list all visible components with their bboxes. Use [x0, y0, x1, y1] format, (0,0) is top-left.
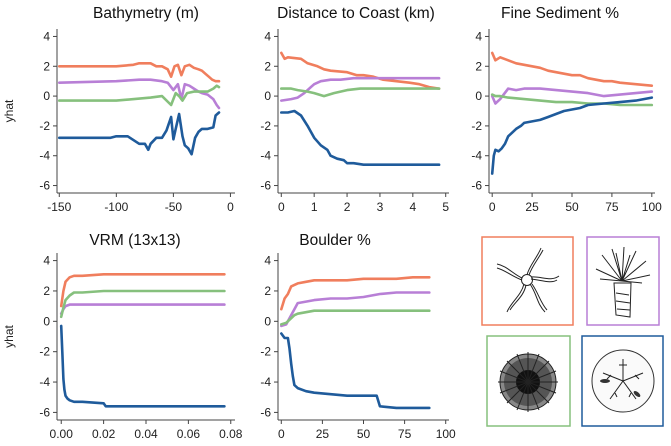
y-tick-label: 4	[475, 29, 482, 43]
panel-1: Bathymetry (m) yhat 4 2 0 -2 -4 -6 -150 -100 -50 0	[2, 5, 235, 214]
panel-5: Boulder % 4 2 0 -2 -4 -6 0 25 50 75 100	[260, 232, 456, 441]
y-tick-label: -2	[39, 119, 50, 133]
x-tick-label: 2	[344, 200, 351, 214]
panel-title: Bathymetry (m)	[93, 5, 199, 22]
y-tick-label: 2	[43, 59, 50, 73]
panel-3: Fine Sediment % 4 2 0 -2 -4 -6 0 25 50 75 100	[471, 5, 662, 214]
x-tick-label: 25	[316, 427, 330, 441]
y-tick-label: -2	[260, 345, 271, 359]
x-tick-label: 0.06	[177, 427, 201, 441]
y-tick-label: 4	[264, 254, 271, 268]
panel-title: Distance to Coast (km)	[277, 5, 435, 22]
x-tick-label: 0	[278, 427, 285, 441]
sea-urchin-icon	[498, 352, 558, 412]
series-line-sea-urchin	[279, 87, 441, 98]
y-tick-label: 2	[43, 284, 50, 298]
y-tick-label: -2	[471, 119, 482, 133]
x-tick-label: 100	[436, 427, 456, 441]
y-tick-label: 2	[475, 59, 482, 73]
panel-title: VRM (13x13)	[89, 232, 180, 249]
y-tick-label: 0	[475, 89, 482, 103]
x-tick-label: 75	[398, 427, 412, 441]
panel-title: Fine Sediment %	[501, 5, 619, 22]
x-tick-label: 0	[278, 200, 285, 214]
x-tick-label: 0.00	[50, 427, 74, 441]
series-line-brittle-star	[57, 61, 221, 83]
series-line-sea-anemone	[279, 291, 431, 328]
y-tick-label: 0	[43, 89, 50, 103]
y-tick-label: -4	[260, 375, 271, 389]
y-tick-label: 0	[43, 314, 50, 328]
x-tick-label: 4	[409, 200, 416, 214]
y-tick-label: 2	[264, 284, 271, 298]
y-tick-label: 4	[264, 29, 271, 43]
y-tick-label: 4	[43, 29, 50, 43]
y-tick-label: 0	[264, 314, 271, 328]
series-line-sand-dollar	[490, 96, 654, 175]
series-line-brittle-star	[279, 51, 441, 90]
series-line-brittle-star	[59, 272, 226, 308]
series-line-sea-anemone	[279, 76, 441, 102]
series-line-sea-urchin	[279, 309, 431, 326]
series-line-sea-anemone	[57, 78, 221, 110]
panel-4: VRM (13x13) yhat 4 2 0 -2 -4 -60.00 0.02 0.04 0.06…	[2, 232, 243, 441]
y-tick-label: -2	[260, 119, 271, 133]
sand-dollar-icon	[591, 349, 655, 413]
series-line-sand-dollar	[59, 324, 226, 408]
legend	[481, 236, 664, 427]
panel-title: Boulder %	[299, 232, 371, 249]
x-tick-label: 0	[227, 200, 234, 214]
x-tick-label: -100	[104, 200, 128, 214]
sea-anemone-icon	[595, 246, 651, 318]
y-tick-label: -6	[39, 405, 50, 419]
legend-sand-dollar	[581, 335, 664, 427]
series-line-sand-dollar	[279, 109, 441, 166]
y-tick-label: -2	[39, 345, 50, 359]
y-tick-label: 4	[43, 254, 50, 268]
x-tick-label: 0.02	[92, 427, 116, 441]
x-tick-label: 5	[442, 200, 449, 214]
x-tick-label: 0.04	[134, 427, 158, 441]
series-line-sea-urchin	[490, 93, 654, 107]
y-axis-label: yhat	[2, 99, 16, 122]
series-line-sand-dollar	[57, 111, 221, 156]
x-tick-label: -50	[165, 200, 183, 214]
x-tick-label: 75	[605, 200, 619, 214]
legend-sea-urchin	[486, 335, 571, 427]
legend-sea-anemone	[586, 236, 660, 326]
y-tick-label: -6	[471, 179, 482, 193]
series-line-sand-dollar	[279, 332, 431, 410]
x-tick-label: 100	[642, 200, 662, 214]
x-tick-label: 50	[357, 427, 371, 441]
legend-box-brittle-star	[481, 236, 574, 326]
y-tick-label: -4	[471, 149, 482, 163]
panel-2: Distance to Coast (km) 4 2 0 -2 -4 -6 0 1 2 3 4 5	[260, 5, 449, 214]
x-tick-label: 0	[489, 200, 496, 214]
y-tick-label: 2	[264, 59, 271, 73]
y-tick-label: -4	[39, 149, 50, 163]
series-line-brittle-star	[490, 51, 654, 87]
series-line-sea-urchin	[57, 84, 221, 107]
x-tick-label: 0.08	[219, 427, 243, 441]
y-tick-label: 0	[264, 89, 271, 103]
series-line-sea-anemone	[59, 303, 226, 316]
x-tick-label: 25	[525, 200, 539, 214]
x-tick-label: 3	[377, 200, 384, 214]
legend-brittle-star	[481, 236, 574, 326]
series-line-brittle-star	[279, 275, 431, 311]
y-tick-label: -6	[260, 179, 271, 193]
y-tick-label: -4	[260, 149, 271, 163]
y-tick-label: -6	[39, 179, 50, 193]
brittle-star-icon	[496, 247, 560, 313]
y-tick-label: -4	[39, 375, 50, 389]
x-tick-label: -150	[47, 200, 71, 214]
x-tick-label: 1	[311, 200, 318, 214]
series-line-sea-urchin	[59, 289, 226, 319]
x-tick-label: 50	[565, 200, 579, 214]
y-axis-label: yhat	[2, 324, 16, 347]
y-tick-label: -6	[260, 405, 271, 419]
